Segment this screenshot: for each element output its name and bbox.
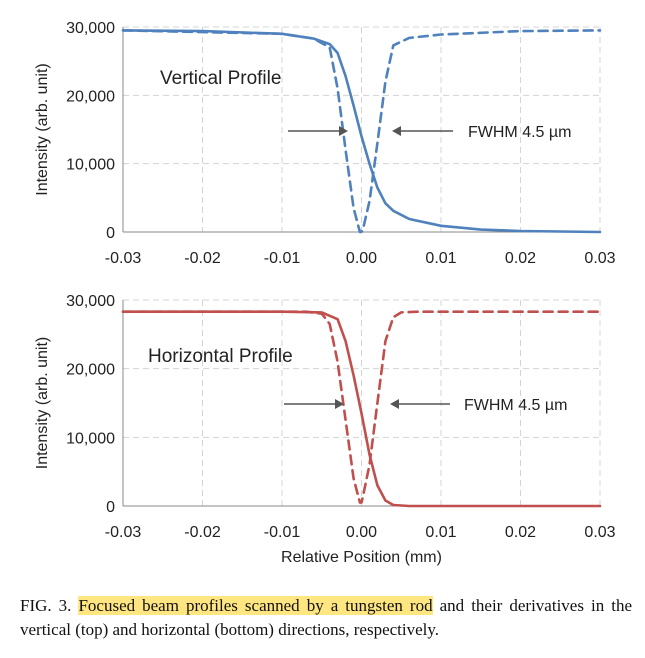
y-tick-label: 10,000 [66,157,115,174]
series-line-solid [121,310,602,508]
x-tick-label: 0.01 [425,524,456,541]
y-tick-label: 10,000 [66,430,115,447]
caption-highlight: Focused beam profiles scanned by a tungs… [78,596,433,615]
fwhm-arrowhead-right [390,399,399,409]
fwhm-arrowhead-right [392,126,401,136]
y-tick-label: 0 [106,499,115,516]
fwhm-label: FWHM 4.5 µm [468,124,571,141]
figure: -0.03 -0.02 -0.01 0.00 0.01 0.02 0.03 0 10,000 20… [34,20,616,566]
chart-horizontal-profile: -0.03 -0.02 -0.01 0.00 0.01 0.02 0.03 0 10,000 20… [34,293,616,566]
fwhm-arrowhead-left [335,399,344,409]
x-tick-label: 0.03 [584,250,615,267]
x-tick-label: -0.03 [105,250,142,267]
x-tick-label: -0.03 [105,524,142,541]
y-tick-label: 30,000 [66,20,115,37]
y-tick-label: 30,000 [66,293,115,310]
y-tick-label: 20,000 [66,362,115,379]
y-axis-label: Intensity (arb. unit) [34,337,51,470]
x-tick-label: -0.01 [264,250,301,267]
chart-vertical-profile: -0.03 -0.02 -0.01 0.00 0.01 0.02 0.03 0 10,000 20… [34,20,616,267]
x-tick-label: -0.02 [184,250,221,267]
x-tick-label: 0.02 [505,524,536,541]
y-tick-label: 0 [106,225,115,242]
x-tick-label: -0.02 [184,524,221,541]
x-axis-label: Relative Position (mm) [281,549,442,566]
x-tick-label: 0.02 [505,250,536,267]
x-tick-label: 0.00 [346,250,377,267]
fwhm-arrowhead-left [339,126,348,136]
x-tick-label: 0.00 [346,524,377,541]
x-tick-label: -0.01 [264,524,301,541]
fwhm-label: FWHM 4.5 µm [464,397,567,414]
x-tick-label: 0.03 [584,524,615,541]
figure-caption: FIG. 3. Focused beam profiles scanned by… [20,594,632,642]
caption-label: FIG. 3. [20,596,72,615]
profile-annotation: Vertical Profile [160,68,281,89]
y-tick-label: 20,000 [66,88,115,105]
x-tick-label: 0.01 [425,250,456,267]
series-line-dashed [121,29,602,234]
profile-annotation: Horizontal Profile [148,346,293,367]
series-line-dashed [121,310,602,504]
caption-rest: and their derivatives in the vertical (t… [20,596,632,639]
y-axis-label: Intensity (arb. unit) [34,63,51,196]
